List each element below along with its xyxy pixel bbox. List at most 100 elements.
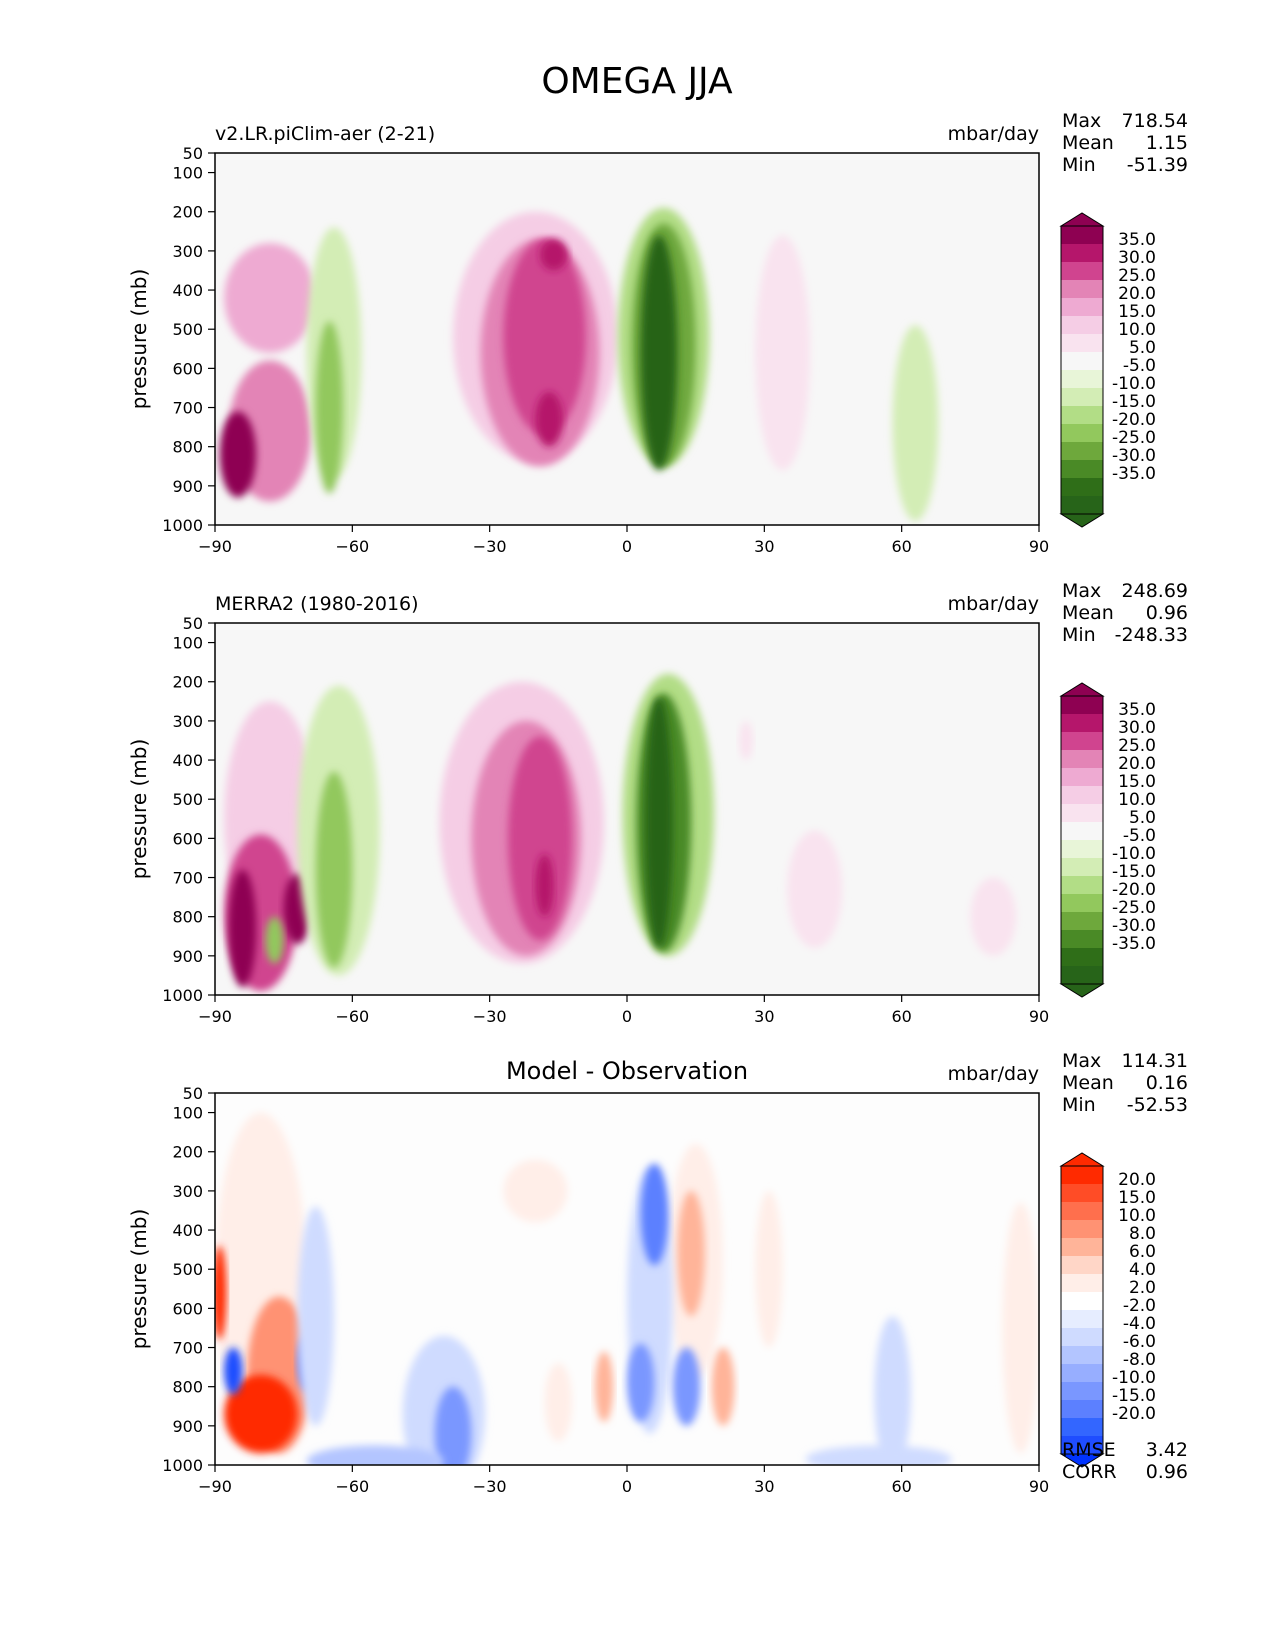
- colorbar-label: 15.0: [1118, 1188, 1156, 1208]
- colorbar-label: 25.0: [1118, 266, 1156, 286]
- contour-region: [297, 1206, 335, 1426]
- y-tick-label: 800: [172, 438, 203, 457]
- colorbar-label: -35.0: [1112, 464, 1156, 484]
- colorbar-swatch: [1061, 352, 1103, 370]
- contour-region: [787, 830, 843, 949]
- contour-region: [224, 1374, 298, 1454]
- units-label: mbar/day: [948, 1063, 1039, 1085]
- stat-value: 0.96: [1146, 602, 1188, 624]
- colorbar-label: -6.0: [1123, 1332, 1156, 1352]
- colorbar-swatch: [1061, 1364, 1103, 1382]
- extra-stat-value: 3.42: [1146, 1439, 1188, 1461]
- contour-region: [970, 877, 1017, 956]
- y-tick-label: 400: [172, 281, 203, 300]
- colorbar-swatch: [1061, 298, 1103, 316]
- y-tick-label: 700: [172, 399, 203, 418]
- stat-value: 248.69: [1122, 580, 1188, 602]
- panel-title: Model - Observation: [506, 1057, 748, 1085]
- colorbar-swatch: [1061, 1256, 1103, 1274]
- colorbar-label: -15.0: [1112, 392, 1156, 412]
- stat-label: Max: [1062, 1050, 1101, 1072]
- y-tick-label: 50: [183, 144, 203, 163]
- contour-region: [640, 1163, 669, 1266]
- y-tick-label: 1000: [162, 1456, 203, 1475]
- colorbar-label: 8.0: [1129, 1224, 1156, 1244]
- x-tick-label: 90: [1029, 1477, 1049, 1496]
- y-tick-label: 600: [172, 829, 203, 848]
- colorbar-swatch: [1061, 406, 1103, 424]
- colorbar-swatch: [1061, 1400, 1103, 1418]
- colorbar-swatch: [1061, 262, 1103, 280]
- colorbar-frame: [1060, 695, 1104, 985]
- contour-region: [544, 1363, 573, 1442]
- colorbar-swatch: [1061, 316, 1103, 334]
- stat-label: Mean: [1062, 132, 1114, 154]
- colorbar-swatch: [1061, 948, 1103, 966]
- panel-left-label: v2.LR.piClim-aer (2-21): [215, 123, 435, 145]
- colorbar-label: -20.0: [1112, 410, 1156, 430]
- colorbar-label: -20.0: [1112, 1404, 1156, 1424]
- x-tick-label: −60: [335, 537, 369, 556]
- x-tick-label: 90: [1029, 1007, 1049, 1026]
- colorbar-swatch: [1061, 388, 1103, 406]
- x-tick-label: 0: [622, 1477, 632, 1496]
- y-tick-label: 200: [172, 1143, 203, 1162]
- colorbar-label: 2.0: [1129, 1278, 1156, 1298]
- colorbar-extend-bottom: [1059, 513, 1105, 528]
- y-tick-label: 300: [172, 242, 203, 261]
- y-tick-label: 900: [172, 1417, 203, 1436]
- colorbar-swatch: [1061, 370, 1103, 388]
- y-axis-label: pressure (mb): [127, 269, 151, 410]
- contour-region: [739, 720, 753, 761]
- contour-region: [645, 697, 673, 949]
- contour-region: [224, 243, 316, 353]
- colorbar-swatch: [1061, 1202, 1103, 1220]
- contour-region: [677, 1190, 705, 1317]
- y-tick-label: 700: [172, 1339, 203, 1358]
- colorbar-label: -25.0: [1112, 428, 1156, 448]
- contour-region: [265, 916, 284, 964]
- colorbar-label: 5.0: [1129, 808, 1156, 828]
- contour-region: [1002, 1202, 1039, 1454]
- y-axis-label: pressure (mb): [127, 1209, 151, 1350]
- stat-value: 114.31: [1122, 1050, 1188, 1072]
- colorbar-label: -4.0: [1123, 1314, 1156, 1334]
- stat-label: Min: [1062, 154, 1096, 176]
- colorbar-swatch: [1061, 768, 1103, 786]
- colorbar-swatch: [1061, 750, 1103, 768]
- extra-stat-label: CORR: [1062, 1461, 1117, 1483]
- panel-left-label: MERRA2 (1980-2016): [215, 593, 419, 615]
- contour-region: [224, 1347, 243, 1395]
- colorbar-label: 20.0: [1118, 754, 1156, 774]
- colorbar-extend-bottom: [1059, 983, 1105, 998]
- colorbar-label: -20.0: [1112, 880, 1156, 900]
- units-label: mbar/day: [948, 593, 1039, 615]
- colorbar-label: -8.0: [1123, 1350, 1156, 1370]
- y-tick-label: 900: [172, 477, 203, 496]
- stat-value: 718.54: [1122, 110, 1188, 132]
- y-tick-label: 500: [172, 790, 203, 809]
- contour-region: [215, 1245, 227, 1340]
- colorbar-label: -5.0: [1123, 356, 1156, 376]
- contour-region: [219, 411, 257, 498]
- colorbar-label: 10.0: [1118, 790, 1156, 810]
- colorbar-frame: [1060, 1165, 1104, 1455]
- stat-value: -51.39: [1127, 154, 1188, 176]
- colorbar-label: 15.0: [1118, 772, 1156, 792]
- colorbar-label: 30.0: [1118, 248, 1156, 268]
- colorbar-label: 15.0: [1118, 302, 1156, 322]
- x-tick-label: 0: [622, 1007, 632, 1026]
- colorbar-extend-top: [1059, 212, 1105, 227]
- y-tick-label: 400: [172, 1221, 203, 1240]
- contour-region: [503, 1159, 568, 1223]
- contour-region: [627, 1343, 655, 1422]
- colorbar-label: -15.0: [1112, 862, 1156, 882]
- colorbar-swatch: [1061, 1418, 1103, 1436]
- stat-label: Mean: [1062, 602, 1114, 624]
- y-tick-label: 600: [172, 359, 203, 378]
- y-tick-label: 600: [172, 1299, 203, 1318]
- colorbar-swatch: [1061, 280, 1103, 298]
- colorbar-extend-top: [1059, 682, 1105, 697]
